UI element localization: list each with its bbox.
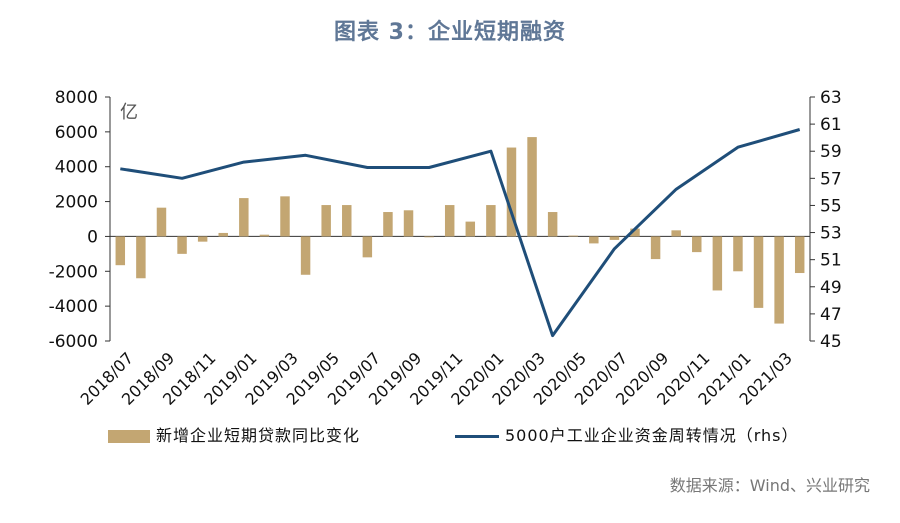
- bar: [156, 207, 167, 237]
- y-right-tick-label: 61: [820, 115, 842, 135]
- bar: [753, 236, 764, 308]
- line-legend-swatch: [455, 435, 499, 438]
- y-right-tick-label: 57: [820, 169, 842, 189]
- bar: [506, 147, 517, 237]
- bar: [589, 236, 599, 244]
- bar: [609, 236, 620, 240]
- bar: [177, 236, 187, 254]
- y-left-tick-label: 4000: [55, 158, 98, 178]
- y-left-tick-label: -2000: [49, 262, 98, 282]
- y-right-tick-label: 55: [820, 196, 842, 216]
- bar: [383, 212, 393, 237]
- x-axis: 2018/072018/092018/112019/012019/032019/…: [77, 348, 796, 408]
- bar: [692, 236, 702, 253]
- bar: [403, 210, 414, 237]
- bar: [547, 212, 558, 237]
- bar: [486, 205, 496, 237]
- line-series: [120, 128, 801, 338]
- y-right-tick-label: 47: [820, 305, 842, 325]
- y-left-tick-label: 6000: [55, 123, 98, 143]
- unit-label: 亿: [120, 102, 138, 123]
- chart-title: 图表 3：企业短期融资: [334, 20, 566, 45]
- bar: [733, 236, 743, 272]
- axes: [109, 97, 811, 341]
- line-path: [120, 128, 801, 338]
- bar: [444, 205, 455, 237]
- source-note: 数据来源：Wind、兴业研究: [669, 476, 870, 495]
- bar: [671, 230, 681, 237]
- bar: [465, 221, 476, 237]
- bar: [321, 205, 331, 237]
- y-left-tick-label: 8000: [55, 88, 98, 108]
- legend-line: 5000户工业企业资金周转情况（rhs）: [455, 422, 799, 446]
- bar: [568, 235, 578, 237]
- bar: [362, 236, 373, 258]
- y-axis-right: 45 47 49 51 53 55 57 59 61 63: [810, 88, 842, 352]
- y-right-tick-label: 59: [820, 142, 842, 162]
- bar-legend-label: 新增企业短期贷款同比变化: [156, 426, 361, 445]
- y-right-tick-label: 45: [820, 332, 842, 352]
- bar: [774, 236, 784, 324]
- y-left-tick-label: -6000: [49, 332, 98, 352]
- bar: [794, 236, 805, 274]
- y-left-tick-label: 2000: [55, 193, 98, 213]
- bar-series: [115, 137, 805, 324]
- bar: [712, 236, 723, 291]
- bar-legend-swatch: [108, 430, 150, 443]
- y-right-tick-label: 51: [820, 251, 842, 271]
- bar: [197, 236, 208, 242]
- y-right-tick-label: 49: [820, 278, 842, 298]
- bar: [239, 198, 249, 237]
- bar: [300, 236, 311, 275]
- line-legend-label: 5000户工业企业资金周转情况（rhs）: [505, 426, 799, 445]
- bar: [136, 236, 146, 279]
- bar: [342, 205, 352, 237]
- bar: [630, 228, 640, 237]
- bar: [424, 236, 434, 238]
- y-axis-left: -6000 -4000 -2000 0 2000 4000 6000 8000: [49, 88, 110, 352]
- y-left-tick-label: -4000: [49, 297, 98, 317]
- y-right-tick-label: 63: [820, 88, 842, 108]
- bar: [218, 232, 228, 237]
- y-left-tick-label: 0: [87, 227, 98, 247]
- y-right-tick-label: 53: [820, 224, 842, 244]
- legend-bar: 新增企业短期贷款同比变化: [108, 422, 360, 446]
- bar: [259, 234, 270, 237]
- bar: [527, 137, 537, 237]
- bar: [280, 196, 290, 237]
- bar: [650, 236, 661, 260]
- bar: [115, 236, 126, 266]
